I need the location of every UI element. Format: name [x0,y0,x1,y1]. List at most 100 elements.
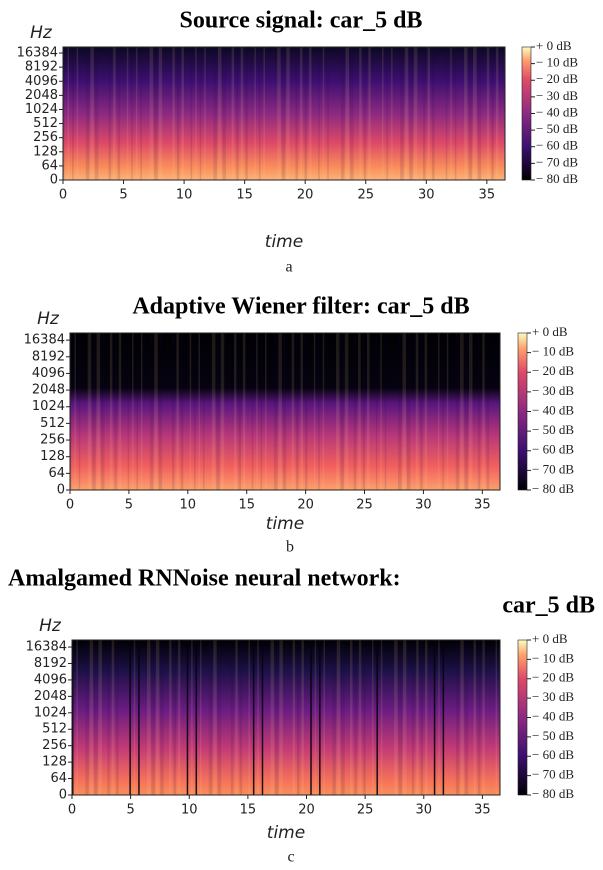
spectrogram-texture [158,333,163,490]
spectrogram-texture [109,333,113,490]
spectrogram-texture [398,333,402,490]
spectrogram-texture [204,47,206,180]
spectrogram-texture [231,47,235,180]
spectrogram-texture [63,47,65,180]
spectrogram-texture [445,47,448,180]
x-tick-label: 30 [418,188,435,203]
spectrogram-texture [132,333,134,490]
colorbar-tick-label: − 10 dB [532,344,574,359]
colorbar-tick-label: − 80 dB [536,171,578,186]
spectrogram-texture [404,47,409,180]
colorbar-tick-label: − 50 dB [532,728,574,743]
spectrogram-texture [242,333,246,490]
spectrogram-texture [129,640,131,795]
colorbar-tick-label: − 30 dB [532,383,574,398]
spectrogram-texture [190,47,193,180]
colorbar-tick-label: − 70 dB [532,461,574,476]
spectrogram-texture [291,333,295,490]
spectrogram-texture [309,47,312,180]
x-axis-label: time [265,232,303,252]
spectrogram-texture [282,333,287,490]
spectrogram-texture [376,640,378,795]
spectrogram-texture [375,333,378,490]
y-tick-label: 8192 [34,656,67,671]
x-tick-label: 0 [59,188,67,203]
spectrogram-texture [248,640,250,795]
spectrogram-texture [70,333,72,490]
spectrogram-texture [368,47,371,180]
spectrogram-texture [314,640,317,795]
spectrogram-texture [235,640,238,795]
colorbar-tick-label: − 50 dB [536,121,578,136]
spectrogram-texture [154,333,158,490]
spectrogram-texture [463,47,468,180]
spectrogram-texture [72,640,74,795]
spectrogram-texture [89,640,94,795]
spectrogram-texture [252,640,255,795]
spectrogram-texture [363,640,366,795]
spectrogram-texture [344,333,349,490]
spectrogram-texture [340,47,345,180]
spectrogram-texture [189,333,192,490]
spectrogram-texture [169,640,172,795]
spectrogram-texture [420,333,423,490]
x-tick-label: 15 [240,803,257,818]
y-tick-label: 16384 [17,46,58,61]
y-tick-label: 512 [42,722,67,737]
spectrogram-texture [236,47,239,180]
spectrogram-texture [90,47,94,180]
spectrogram-texture [74,333,76,490]
x-tick-label: 20 [298,803,315,818]
spectrogram-texture [140,333,143,490]
spectrogram-texture [191,640,193,795]
y-axis-label: Hz [30,23,53,43]
spectrogram-texture [345,47,350,180]
spectrogram-texture [186,640,189,795]
spectrogram-texture [138,640,140,795]
spectrogram-texture [277,47,281,180]
spectrogram-texture [297,640,300,795]
y-tick-label: 0 [50,173,58,188]
spectrogram-texture [477,333,481,490]
colorbar-tick-label: − 20 dB [532,363,574,378]
spectrogram-texture [238,333,241,490]
spectrogram-texture [234,333,237,490]
spectrogram-texture [281,47,286,180]
colorbar-tick-label: − 70 dB [536,154,578,169]
spectrogram-texture [442,333,444,490]
spectrogram-texture [341,640,345,795]
x-tick-label: 25 [357,803,374,818]
spectrogram-texture [116,640,119,795]
spectrogram-texture [251,333,254,490]
spectrogram-texture [256,333,258,490]
spectrogram-texture [111,640,115,795]
colorbar [517,332,528,491]
spectrogram-texture [409,47,413,180]
x-tick-label: 15 [238,498,255,513]
spectrogram-texture [450,47,452,180]
spectrogram-texture [495,47,499,180]
spectrogram-texture [318,47,320,180]
x-tick-label: 20 [297,188,314,203]
spectrogram [72,640,500,795]
spectrogram-texture [322,47,325,180]
spectrogram-texture [446,333,449,490]
x-axis-label: time [267,823,305,843]
spectrogram-texture [96,333,101,490]
spectrogram-texture [304,47,308,180]
chart-title: Source signal: car_5 dB [180,8,423,34]
spectrogram-texture [263,47,265,180]
spectrogram-texture [240,47,244,180]
x-tick-label: 25 [356,498,373,513]
spectrogram [63,47,505,180]
y-tick-label: 1024 [25,102,58,117]
y-tick-label: 16384 [24,333,65,348]
spectrogram-texture [416,640,419,795]
spectrogram-texture [216,333,220,490]
spectrogram-texture [72,47,74,180]
spectrogram-texture [372,640,374,795]
spectrogram-texture [402,640,407,795]
colorbar-tick-label: − 60 dB [532,442,574,457]
colorbar [517,639,528,796]
